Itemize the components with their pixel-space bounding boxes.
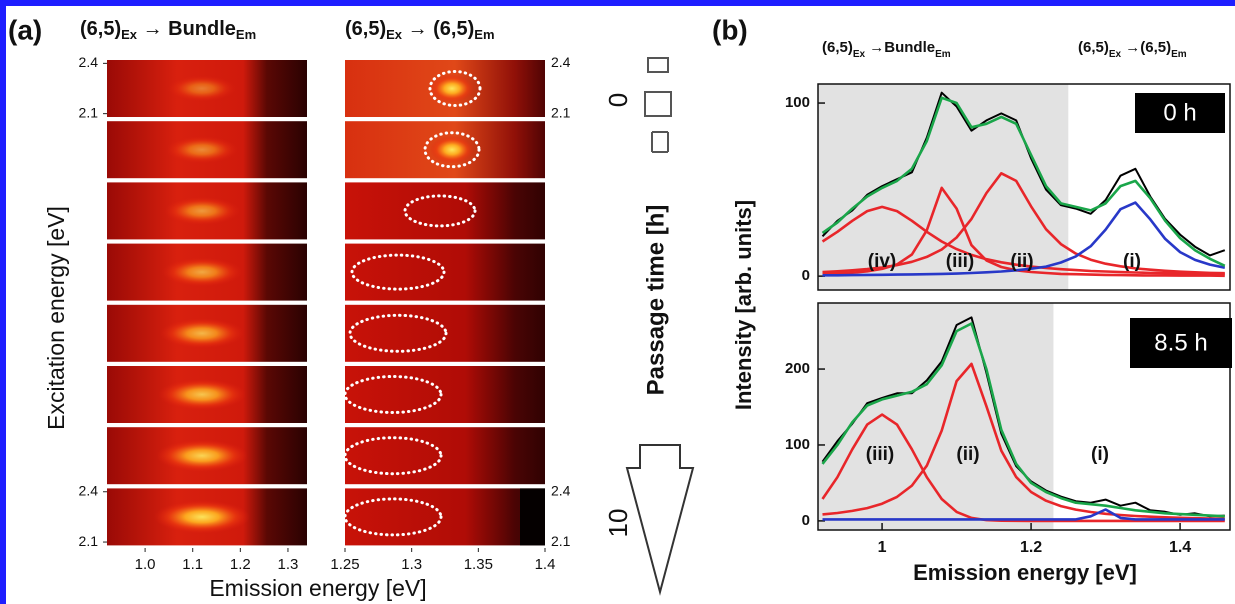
- heatmap-cell: [520, 488, 545, 545]
- header-text: →(6,5): [1121, 39, 1171, 56]
- heatmap-glow: [156, 440, 248, 472]
- y-tick-label: 2.1: [551, 104, 571, 120]
- heatmap-glow: [160, 318, 244, 348]
- peak-label: (i): [1091, 444, 1109, 465]
- heatmap-glow: [430, 75, 474, 103]
- y-axis-label: Excitation energy [eV]: [43, 206, 69, 430]
- peak-label: (ii): [956, 444, 979, 465]
- subscript: Ex: [386, 27, 403, 42]
- y-tick-label: 100: [785, 436, 810, 453]
- peak-label: (i): [1123, 251, 1141, 272]
- figure: (a)(6,5)Ex → BundleEm(6,5)Ex → (6,5)EmEx…: [0, 0, 1235, 604]
- header-text: → (6,5): [402, 18, 474, 40]
- y-tick-label: 2.1: [551, 533, 571, 549]
- y-tick-label: 2.4: [551, 54, 571, 70]
- panel-label: (b): [712, 14, 748, 45]
- y-axis-label: Intensity [arb. units]: [731, 200, 756, 410]
- heatmap-glow: [168, 76, 236, 102]
- x-tick-label: 1.4: [535, 556, 556, 573]
- peak-label: (iv): [868, 251, 897, 272]
- x-axis-label: Emission energy [eV]: [209, 575, 426, 601]
- time-badge-label: 0 h: [1163, 99, 1196, 126]
- y-tick-label: 2.4: [79, 54, 99, 70]
- x-tick-label: 1.35: [464, 556, 493, 573]
- header-text: (6,5): [80, 18, 121, 40]
- y-tick-label: 0: [802, 267, 810, 284]
- heatmap-glow: [166, 136, 238, 163]
- heatmap-cell: [345, 488, 545, 545]
- x-axis-label: Emission energy [eV]: [913, 560, 1137, 585]
- x-tick-label: 1: [878, 539, 887, 556]
- heatmap-glow: [158, 379, 246, 410]
- header-text: → Bundle: [137, 18, 236, 40]
- shaded-region: [818, 303, 1053, 530]
- panel-header: (6,5)Ex →BundleEm: [822, 39, 951, 60]
- time-axis-label: Passage time [h]: [642, 205, 669, 396]
- x-tick-label: 1.2: [230, 556, 251, 573]
- subscript: Ex: [1109, 49, 1122, 60]
- time-badge-label: 8.5 h: [1154, 329, 1207, 356]
- heatmap-glow: [164, 197, 240, 225]
- y-tick-label: 2.4: [551, 482, 571, 498]
- header-text: (6,5): [822, 39, 853, 56]
- peak-label: (ii): [1010, 251, 1033, 272]
- peak-label: (iii): [866, 444, 895, 465]
- heatmap-cell: [345, 182, 545, 239]
- header-text: (6,5): [345, 18, 386, 40]
- y-tick-label: 2.1: [79, 104, 99, 120]
- subscript: Em: [1171, 49, 1187, 60]
- heatmap-glow: [154, 500, 250, 533]
- panel-header: (6,5)Ex → BundleEm: [80, 18, 256, 42]
- time-tick-label: 10: [603, 509, 633, 538]
- panel-header: (6,5)Ex → (6,5)Em: [345, 18, 495, 42]
- header-text: →Bundle: [865, 39, 935, 56]
- y-tick-label: 100: [785, 94, 810, 111]
- y-tick-label: 2.1: [79, 533, 99, 549]
- peak-label: (iii): [946, 251, 975, 272]
- header-text: (6,5): [1078, 39, 1109, 56]
- x-tick-label: 1.3: [401, 556, 422, 573]
- x-tick-label: 1.0: [135, 556, 156, 573]
- heatmap-cell: [345, 427, 545, 484]
- x-tick-label: 1.4: [1169, 539, 1191, 556]
- x-tick-label: 1.1: [182, 556, 203, 573]
- y-tick-label: 0: [802, 512, 810, 529]
- subscript: Em: [474, 27, 494, 42]
- x-tick-label: 1.2: [1020, 539, 1042, 556]
- subscript: Ex: [853, 49, 866, 60]
- x-tick-label: 1.25: [330, 556, 359, 573]
- y-tick-label: 200: [785, 360, 810, 377]
- y-tick-label: 2.4: [79, 482, 99, 498]
- subscript: Em: [236, 27, 256, 42]
- heatmap-glow: [162, 258, 242, 287]
- heatmap-cell: [345, 366, 545, 423]
- subscript: Em: [935, 49, 951, 60]
- heatmap-glow: [430, 136, 474, 164]
- x-tick-label: 1.3: [278, 556, 299, 573]
- panel-label: (a): [8, 14, 42, 45]
- time-tick-label: 0: [603, 93, 633, 107]
- panel-header: (6,5)Ex →(6,5)Em: [1078, 39, 1187, 60]
- subscript: Ex: [121, 27, 138, 42]
